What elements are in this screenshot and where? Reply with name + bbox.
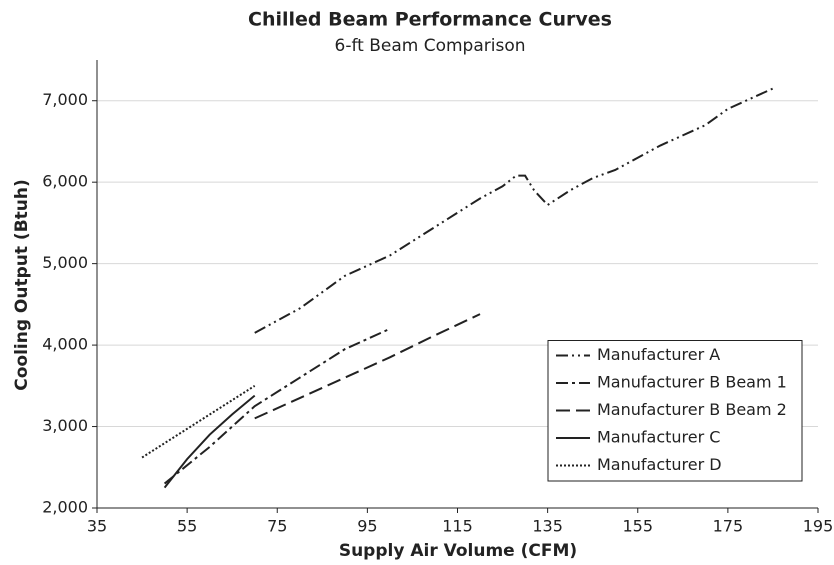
legend-label: Manufacturer B Beam 1 — [597, 373, 787, 392]
y-tick-label: 3,000 — [42, 416, 88, 435]
x-tick-label: 95 — [357, 517, 377, 536]
x-tick-label: 75 — [267, 517, 287, 536]
legend-box — [547, 340, 803, 482]
y-axis-title: Cooling Output (Btuh) — [12, 179, 32, 391]
chart-title: Chilled Beam Performance Curves — [248, 9, 612, 31]
x-tick-label: 195 — [803, 517, 834, 536]
x-tick-label: 155 — [622, 517, 653, 536]
chart-subtitle: 6-ft Beam Comparison — [335, 36, 526, 56]
x-tick-label: 35 — [87, 517, 107, 536]
y-tick-label: 6,000 — [42, 172, 88, 191]
legend-label: Manufacturer C — [597, 428, 720, 447]
series-line — [254, 87, 774, 334]
x-tick-label: 135 — [532, 517, 563, 536]
series-line — [163, 327, 391, 485]
legend-label: Manufacturer B Beam 2 — [597, 400, 787, 419]
series-line — [163, 394, 256, 489]
legend-label: Manufacturer A — [597, 345, 720, 364]
legend-label: Manufacturer D — [597, 455, 722, 474]
x-tick-label: 175 — [713, 517, 744, 536]
x-tick-label: 115 — [442, 517, 473, 536]
y-tick-label: 7,000 — [42, 90, 88, 109]
y-tick-label: 5,000 — [42, 253, 88, 272]
y-tick-label: 4,000 — [42, 335, 88, 354]
x-axis-title: Supply Air Volume (CFM) — [339, 541, 577, 561]
x-tick-label: 55 — [177, 517, 197, 536]
y-tick-label: 2,000 — [42, 498, 88, 517]
series-line — [254, 313, 481, 420]
